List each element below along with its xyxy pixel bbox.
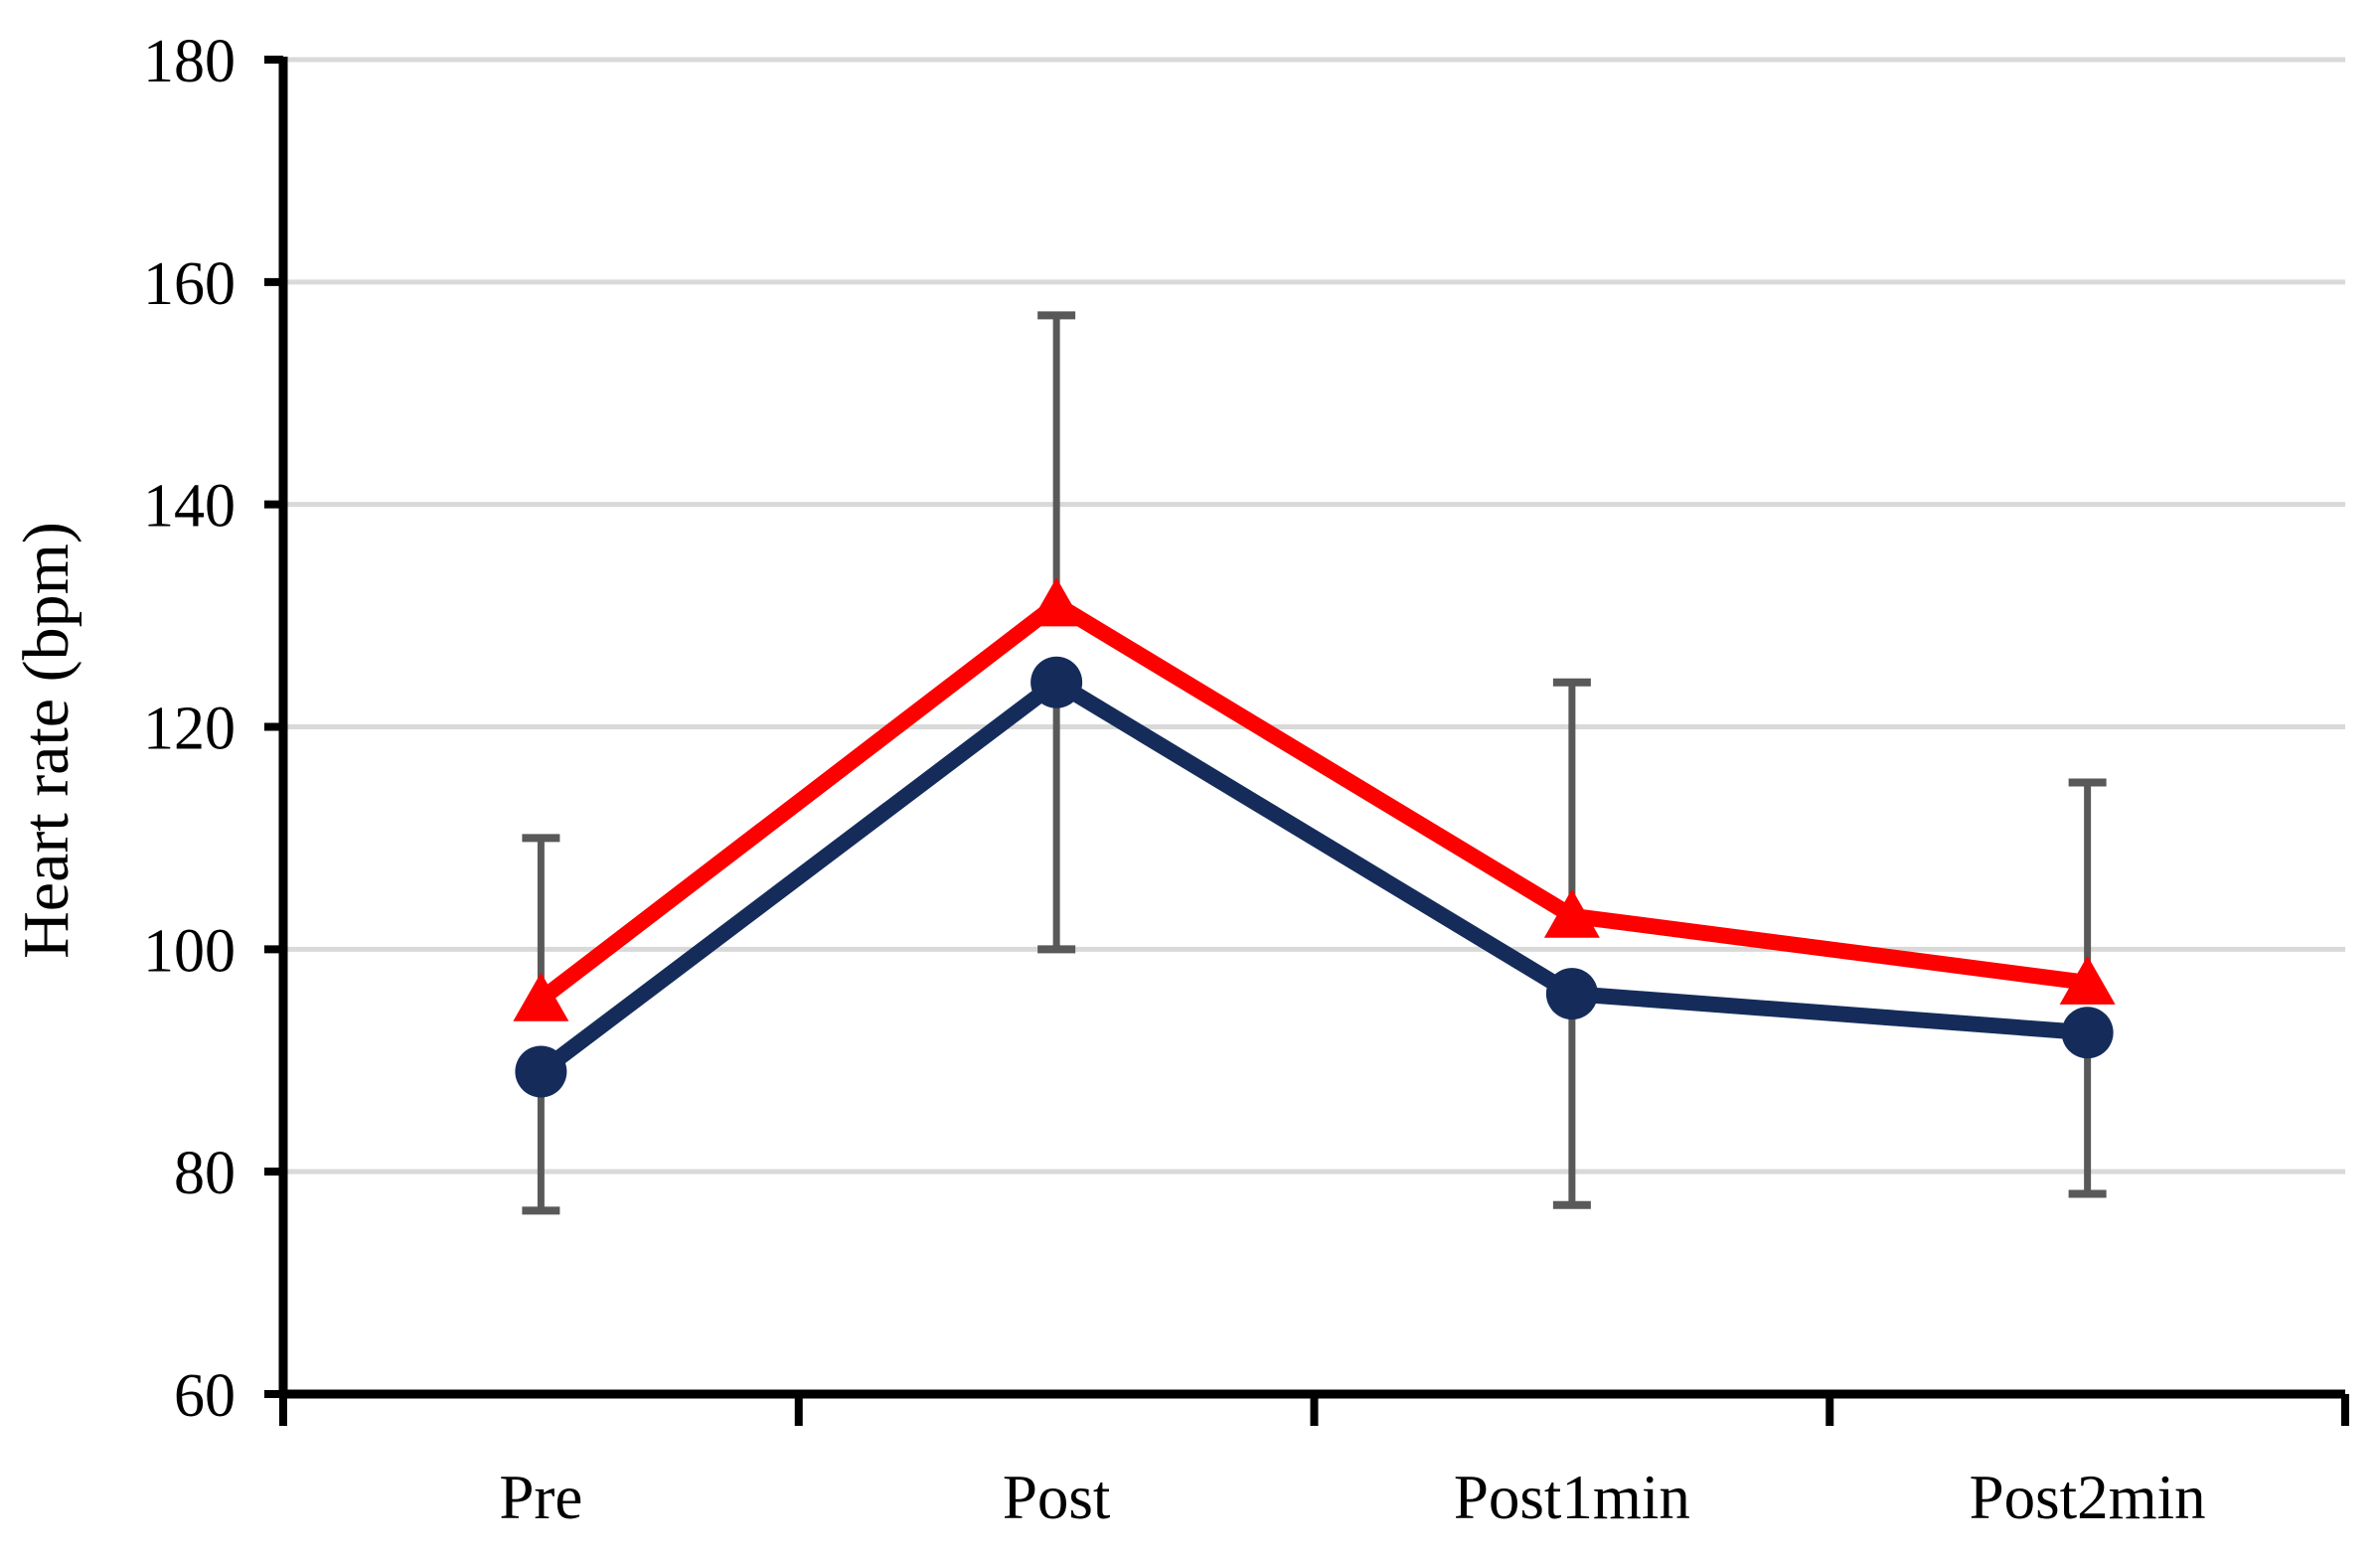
- x-tick-label-post1min: Post1min: [1454, 1463, 1690, 1532]
- y-tick-label-100: 100: [143, 917, 236, 985]
- series-1-triangle-red-marker-Post1min: [1543, 888, 1600, 938]
- y-axis-title: Heart rate (bpm): [10, 522, 82, 959]
- y-tick-label-60: 60: [174, 1362, 236, 1430]
- series-1-triangle-red-marker-Post2min: [2059, 955, 2116, 1005]
- error-bar-Post: [1037, 311, 1076, 954]
- y-tick-label-160: 160: [143, 250, 236, 318]
- series-1-triangle-red-line: [533, 596, 2096, 1008]
- y-tick-label-80: 80: [174, 1140, 236, 1207]
- x-tick-label-pre: Pre: [499, 1463, 582, 1532]
- x-tick-label-post: Post: [1003, 1463, 1111, 1532]
- series-1-triangle-red-marker-Post: [1029, 577, 1085, 627]
- series-2-circle-navy-marker-Pre: [515, 1045, 567, 1098]
- error-bar-Post2min: [2068, 778, 2107, 1198]
- y-tick-label-120: 120: [143, 696, 236, 763]
- series-2-circle-navy-marker-Post1min: [1545, 968, 1598, 1020]
- error-bar-Post1min: [1552, 678, 1591, 1209]
- y-tick-label-180: 180: [143, 28, 236, 95]
- series-2-circle-navy-marker-Post2min: [2061, 1007, 2114, 1059]
- y-tick-label-140: 140: [143, 473, 236, 541]
- series-2-circle-navy-line: [533, 674, 2096, 1080]
- series-2-circle-navy-marker-Post: [1031, 656, 1083, 708]
- series-1-triangle-red-marker-Pre: [513, 972, 569, 1021]
- x-tick-label-post2min: Post2min: [1970, 1463, 2206, 1532]
- error-bar-Pre: [522, 834, 560, 1215]
